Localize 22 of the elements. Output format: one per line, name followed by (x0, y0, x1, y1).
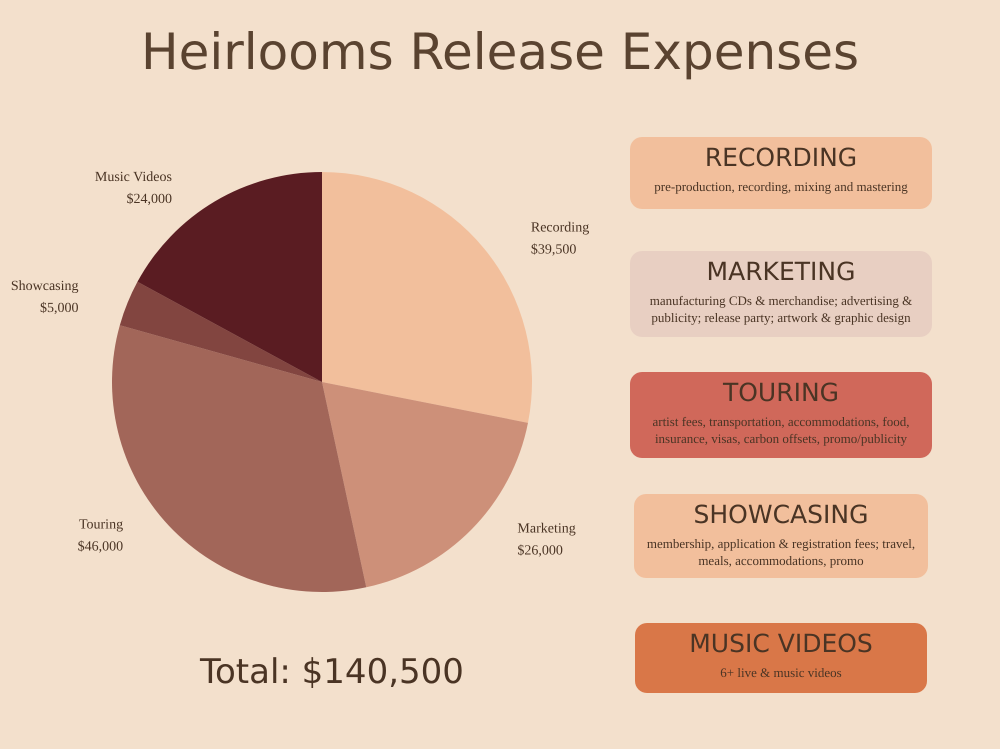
text: TOURING (722, 378, 840, 407)
text: Total: $140,500 (199, 652, 464, 692)
slice-label: Touring (78, 518, 124, 533)
text: MARKETING (706, 257, 856, 286)
chart-title: Heirlooms Release Expenses (140, 23, 860, 81)
text: 6+ live & music videos (719, 664, 843, 681)
data-label: $5,000 (40, 300, 79, 316)
slice-label: Recording (530, 220, 590, 236)
text: SHOWCASING (692, 500, 870, 529)
slice-label: Showcasing (10, 278, 79, 294)
slice-label: Music Videos (94, 170, 172, 186)
data-label: $39,500 (530, 242, 576, 258)
text: membership, application & registration fees; travel, meals, accommodations, promo (646, 535, 916, 569)
text: artist fees, transportation, accommodations, food, insurance, visas, carbon offsets, promo/publicity (651, 413, 911, 447)
data-label: $26,000 (517, 543, 563, 558)
data-label: $46,000 (78, 540, 124, 555)
slice-label: Marketing (517, 521, 576, 536)
text: pre-production, recording, mixing and mastering (653, 178, 909, 195)
data-label: $24,000 (126, 192, 172, 208)
text: MUSIC VIDEOS (688, 629, 874, 658)
text: RECORDING (704, 143, 858, 172)
text: manufacturing CDs & merchandise; advertising & publicity; release party; artwork & graphic design (648, 292, 914, 326)
